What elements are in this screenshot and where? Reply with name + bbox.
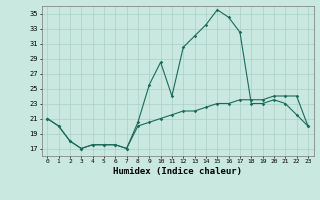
X-axis label: Humidex (Indice chaleur): Humidex (Indice chaleur) xyxy=(113,167,242,176)
